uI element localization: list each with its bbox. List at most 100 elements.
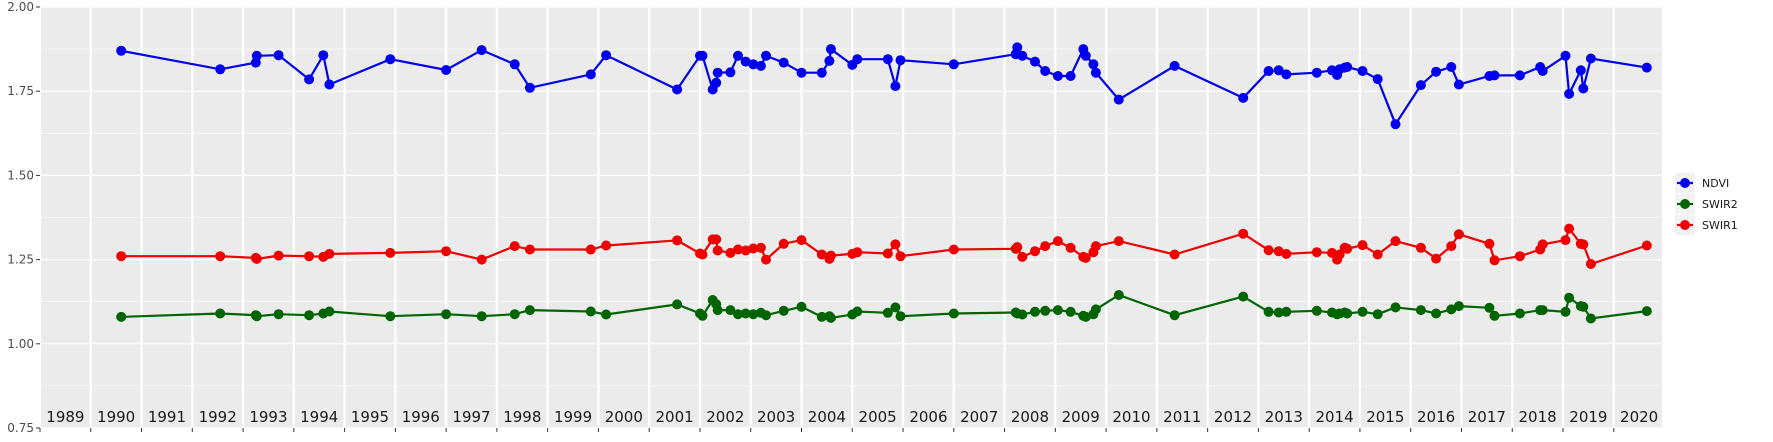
legend-key-marker [1680,178,1690,188]
data-point [816,311,827,322]
data-point [882,54,893,65]
data-point [524,82,535,93]
data-point [251,50,262,61]
data-point [672,299,683,310]
year-label: 2000 [605,408,643,426]
data-point [755,242,766,253]
data-point [816,249,827,260]
data-point [585,244,596,255]
data-point [476,254,487,265]
data-point [1578,239,1589,250]
year-label: 2019 [1569,408,1607,426]
legend-item-ndvi: NDVI [1675,173,1729,193]
data-point [1415,305,1426,316]
data-point [1012,42,1023,53]
data-point [116,45,127,56]
data-point [1372,309,1383,320]
data-point [825,44,836,55]
year-label: 1996 [402,408,440,426]
year-label: 2009 [1062,408,1100,426]
year-label: 2015 [1366,408,1404,426]
data-point [733,309,743,320]
data-point [1585,313,1596,324]
data-point [712,67,723,78]
data-point [1311,67,1322,78]
data-point [441,309,452,320]
year-label: 2010 [1112,408,1150,426]
data-point [1484,238,1495,249]
data-point [1453,229,1464,240]
data-point [1052,305,1063,316]
data-point [1537,305,1548,316]
data-point [215,308,226,319]
data-point [755,60,766,71]
series-group [116,42,1652,324]
data-point [761,310,771,321]
data-point [273,50,284,61]
data-point [761,254,771,265]
data-point [1342,62,1353,72]
year-label: 2016 [1417,408,1455,426]
data-point [895,311,906,322]
data-point [1169,60,1180,71]
data-point [725,247,736,258]
data-point [711,234,722,245]
data-point [740,245,751,256]
data-point [1372,249,1383,260]
data-point [1446,304,1457,315]
legend-key-marker [1680,220,1690,230]
data-point [1113,236,1124,247]
data-point [1238,291,1249,302]
data-point [476,311,487,322]
data-point [509,59,520,70]
data-point [882,248,893,259]
data-point [895,55,906,66]
data-point [1017,309,1028,320]
year-label: 2001 [655,408,693,426]
data-point [1281,248,1292,259]
data-point [1017,50,1028,61]
data-point [1273,65,1284,76]
data-point [852,54,863,65]
data-point [1578,301,1589,312]
data-point [796,235,807,246]
data-point [948,308,959,319]
year-label: 2008 [1011,408,1049,426]
data-point [1514,308,1525,319]
data-point [948,244,959,255]
data-point [1453,301,1464,312]
year-label: 2011 [1163,408,1201,426]
data-point [740,56,751,67]
data-point [1052,71,1063,81]
data-point [712,245,723,256]
data-point [1311,247,1322,258]
data-point [1446,241,1457,252]
data-point [1065,71,1076,81]
data-point [1113,94,1124,105]
series-ndvi [116,42,1652,130]
y-axis: 0.75 1.00 1.25 1.50 1.75 2.00 [7,0,40,435]
data-point [712,305,723,316]
data-point [601,50,612,61]
x-axis: 1989 1990 1991 1992 1993 1994 1995 1996 1997 1998… [39,408,1658,432]
data-point [1641,240,1652,251]
data-point [585,306,596,317]
data-point [816,67,827,78]
data-point [1537,239,1548,250]
data-point [304,251,315,262]
data-point [1390,119,1401,130]
y-tick-label: 1.50 [7,168,34,182]
data-point [1273,307,1284,318]
data-point [825,250,836,261]
year-label: 1997 [452,408,490,426]
data-point [385,247,396,258]
year-label: 2013 [1265,408,1303,426]
year-label: 2007 [960,408,998,426]
data-point [778,238,789,249]
data-point [1040,305,1051,316]
series-swir1 [116,223,1652,269]
year-label: 2012 [1214,408,1252,426]
year-label: 2005 [859,408,897,426]
legend-item-swir1: SWIR1 [1675,215,1738,235]
data-point [748,309,759,320]
